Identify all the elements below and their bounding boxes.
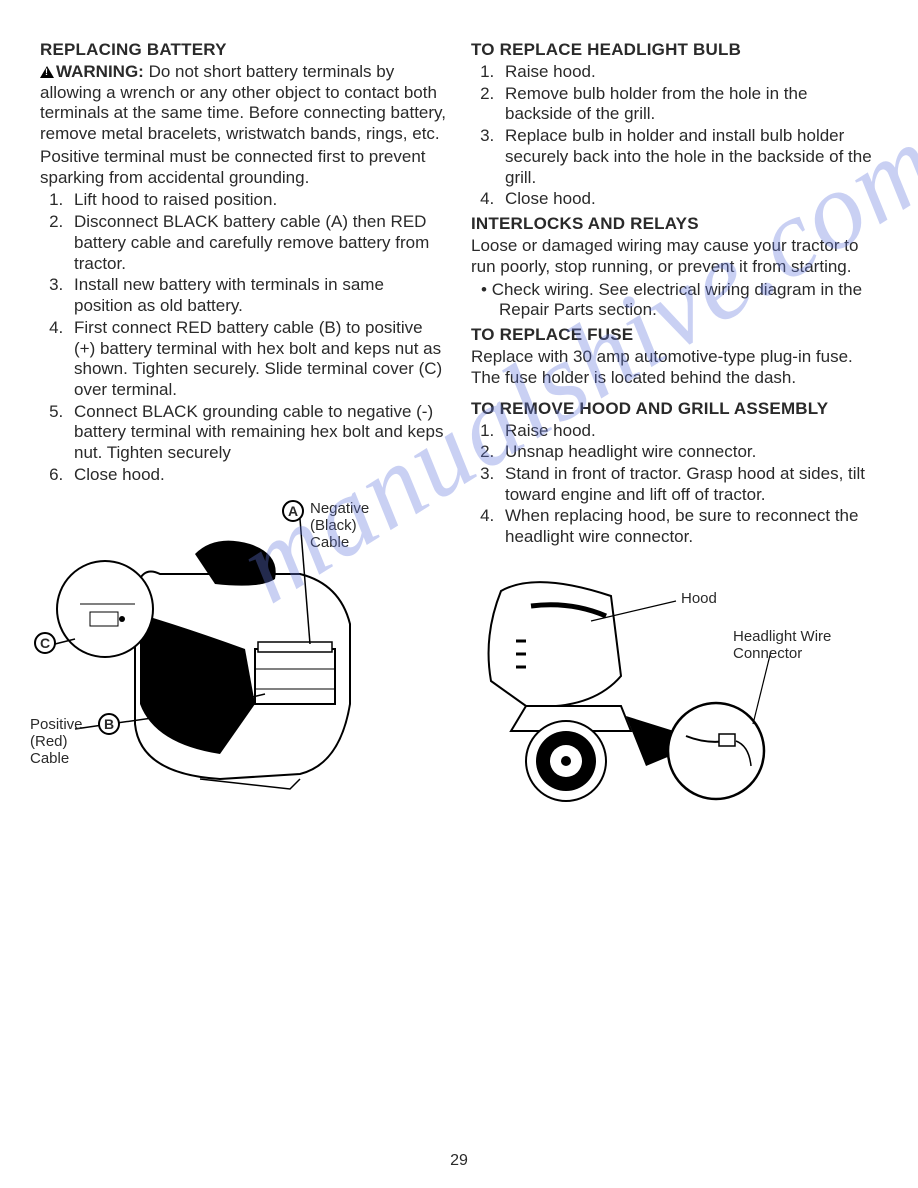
list-item: Unsnap headlight wire connector. bbox=[499, 442, 878, 463]
list-item: Close hood. bbox=[499, 189, 878, 210]
page-number: 29 bbox=[0, 1152, 918, 1170]
heading-headlight-bulb: TO REPLACE HEADLIGHT BULB bbox=[471, 40, 878, 60]
hood-figure: Hood Headlight Wire Connector bbox=[471, 566, 878, 826]
two-column-layout: REPLACING BATTERY WARNING: Do not short … bbox=[40, 38, 878, 826]
hood-steps-list: Raise hood. Unsnap headlight wire connec… bbox=[471, 421, 878, 548]
list-item: Install new battery with terminals in sa… bbox=[68, 275, 447, 316]
fuse-text: Replace with 30 amp automotive-type plug… bbox=[471, 347, 878, 388]
warning-label: WARNING: bbox=[56, 62, 144, 81]
heading-interlocks: INTERLOCKS AND RELAYS bbox=[471, 214, 878, 234]
battery-figure: A Negative (Black) Cable C Positive (Red… bbox=[40, 494, 447, 814]
warning-triangle-icon bbox=[40, 66, 54, 78]
warning-text-2: Positive terminal must be connected firs… bbox=[40, 147, 447, 188]
callout-b-circle: B bbox=[98, 713, 120, 735]
list-item: Disconnect BLACK battery cable (A) then … bbox=[68, 212, 447, 274]
callout-hood-text: Hood bbox=[681, 590, 717, 607]
heading-replacing-battery: REPLACING BATTERY bbox=[40, 40, 447, 60]
interlocks-bullets: Check wiring. See electrical wiring diag… bbox=[471, 280, 878, 321]
list-item: First connect RED battery cable (B) to p… bbox=[68, 318, 447, 401]
heading-remove-hood: TO REMOVE HOOD AND GRILL ASSEMBLY bbox=[471, 399, 878, 419]
right-column: TO REPLACE HEADLIGHT BULB Raise hood. Re… bbox=[471, 38, 878, 826]
interlocks-text: Loose or damaged wiring may cause your t… bbox=[471, 236, 878, 277]
left-column: REPLACING BATTERY WARNING: Do not short … bbox=[40, 38, 447, 826]
list-item: Remove bulb holder from the hole in the … bbox=[499, 84, 878, 125]
list-item: Close hood. bbox=[68, 465, 447, 486]
list-item: When replacing hood, be sure to reconnec… bbox=[499, 506, 878, 547]
list-item: Stand in front of tractor. Grasp hood at… bbox=[499, 464, 878, 505]
callout-b-text: Positive (Red) Cable bbox=[30, 716, 94, 768]
heading-replace-fuse: TO REPLACE FUSE bbox=[471, 325, 878, 345]
list-item: Check wiring. See electrical wiring diag… bbox=[481, 280, 878, 321]
list-item: Lift hood to raised position. bbox=[68, 190, 447, 211]
callout-connector-text: Headlight Wire Connector bbox=[733, 628, 853, 663]
list-item: Raise hood. bbox=[499, 421, 878, 442]
warning-paragraph: WARNING: Do not short battery terminals … bbox=[40, 62, 447, 145]
list-item: Replace bulb in holder and install bulb … bbox=[499, 126, 878, 188]
callout-c-circle: C bbox=[34, 632, 56, 654]
callout-a-text: Negative (Black) Cable bbox=[310, 500, 380, 552]
hood-illustration bbox=[471, 566, 871, 816]
list-item: Raise hood. bbox=[499, 62, 878, 83]
callout-a-circle: A bbox=[282, 500, 304, 522]
list-item: Connect BLACK grounding cable to negativ… bbox=[68, 402, 447, 464]
battery-steps-list: Lift hood to raised position. Disconnect… bbox=[40, 190, 447, 485]
headlight-steps-list: Raise hood. Remove bulb holder from the … bbox=[471, 62, 878, 210]
